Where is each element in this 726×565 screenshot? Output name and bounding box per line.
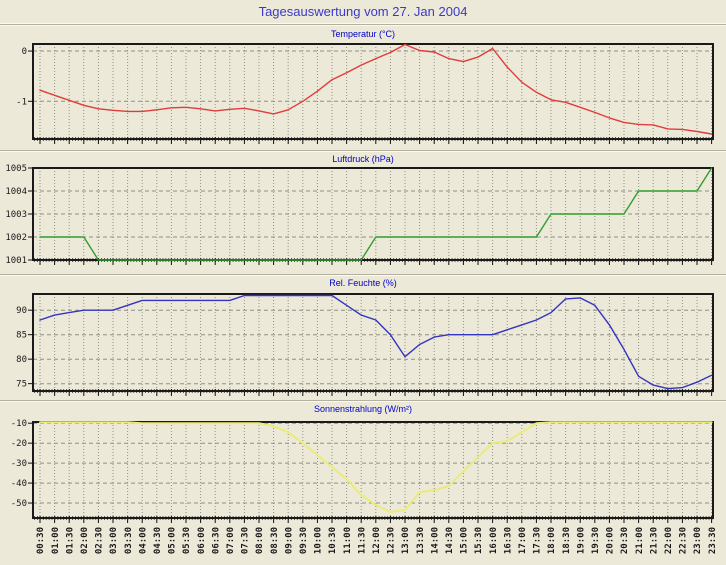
x-tick-label: 16:00 <box>489 527 499 554</box>
x-tick-label: 19:30 <box>591 527 601 554</box>
y-tick-label: -50 <box>11 499 27 509</box>
feuchte-plot: 90 85 80 75 <box>16 293 714 396</box>
x-tick-label: 21:00 <box>635 527 645 554</box>
x-tick-label: 18:00 <box>547 527 557 554</box>
x-tick-label: 01:00 <box>51 527 61 554</box>
y-tick-label: -40 <box>11 479 27 489</box>
x-tick-label: 01:30 <box>65 527 75 554</box>
x-tick-label: 23:30 <box>708 527 718 554</box>
x-tick-label: 12:00 <box>372 527 382 554</box>
y-tick-label: 80 <box>16 355 27 365</box>
x-tick-label: 22:30 <box>679 527 689 554</box>
x-tick-label: 04:00 <box>138 527 148 554</box>
y-tick-label: 1002 <box>5 233 27 243</box>
y-tick-label: 1001 <box>5 256 27 266</box>
x-tick-label: 17:00 <box>518 527 528 554</box>
x-tick-label: 02:30 <box>95 527 105 554</box>
x-tick-label: 02:00 <box>80 527 90 554</box>
chart-title-luftdruck: Luftdruck (hPa) <box>332 154 394 164</box>
x-tick-label: 23:00 <box>693 527 703 554</box>
y-tick-label: 85 <box>16 331 27 341</box>
chart-title-temperatur: Temperatur (°C) <box>330 29 396 39</box>
chart-section-luftdruck: Luftdruck (hPa) 1005 1004 1003 1002 1001 <box>0 150 726 274</box>
x-tick-label: 15:00 <box>460 527 470 554</box>
y-tick-label: 90 <box>16 306 27 316</box>
x-tick-label: 12:30 <box>387 527 397 554</box>
y-tick-label: -10 <box>11 419 27 429</box>
x-tick-label: 22:00 <box>664 527 674 554</box>
x-tick-label: 11:30 <box>357 527 367 554</box>
y-tick-label: -1 <box>16 97 27 107</box>
x-tick-label: 13:30 <box>416 527 426 554</box>
x-tick-label: 06:00 <box>197 527 207 554</box>
y-tick-label: -20 <box>11 439 27 449</box>
x-tick-label: 10:00 <box>314 527 324 554</box>
sonnenstrahlung-plot: -10 -20 -30 -40 -50 00:30 01:00 01:30 02:00 02:30… <box>11 419 718 554</box>
x-tick-label: 05:00 <box>168 527 178 554</box>
x-tick-label: 14:00 <box>430 527 440 554</box>
x-tick-label: 03:30 <box>124 527 134 554</box>
x-tick-label: 05:30 <box>182 527 192 554</box>
x-tick-label: 11:00 <box>343 527 353 554</box>
x-tick-label: 00:30 <box>36 527 46 554</box>
data-line <box>39 294 713 390</box>
x-tick-label: 06:30 <box>211 527 221 554</box>
y-tick-label: 75 <box>16 380 27 390</box>
chart-section-sonnenstrahlung: Sonnenstrahlung (W/m²) -10 -20 -30 -40 -50 00… <box>0 400 726 564</box>
x-tick-label: 07:00 <box>226 527 236 554</box>
x-tick-label: 07:30 <box>241 527 251 554</box>
x-tick-label: 19:00 <box>576 527 586 554</box>
page-title: Tagesauswertung vom 27. Jan 2004 <box>0 0 726 25</box>
x-tick-label: 08:00 <box>255 527 265 554</box>
x-tick-label: 15:30 <box>474 527 484 554</box>
temperatur-plot: 0 -1 <box>16 43 714 144</box>
x-tick-label: 09:00 <box>284 527 294 554</box>
chart-section-temperatur: Temperatur (°C) 0 -1 <box>0 25 726 150</box>
x-tick-label: 18:30 <box>562 527 572 554</box>
data-line <box>39 421 713 513</box>
data-line <box>39 167 713 261</box>
x-tick-label: 14:30 <box>445 527 455 554</box>
chart-title-feuchte: Rel. Feuchte (%) <box>329 278 397 288</box>
luftdruck-plot: 1005 1004 1003 1002 1001 <box>5 164 714 266</box>
x-tick-label: 16:30 <box>503 527 513 554</box>
x-tick-label: 09:30 <box>299 527 309 554</box>
x-tick-label: 17:30 <box>533 527 543 554</box>
x-tick-label: 04:30 <box>153 527 163 554</box>
x-tick-label: 20:30 <box>620 527 630 554</box>
y-tick-label: -30 <box>11 459 27 469</box>
y-tick-label: 1004 <box>5 187 27 197</box>
chart-section-feuchte: Rel. Feuchte (%) 90 85 80 75 <box>0 274 726 400</box>
data-line <box>39 43 713 135</box>
x-tick-label: 10:30 <box>328 527 338 554</box>
x-tick-label: 21:30 <box>649 527 659 554</box>
y-tick-label: 1003 <box>5 210 27 220</box>
x-tick-label: 03:00 <box>109 527 119 554</box>
chart-title-sonnenstrahlung: Sonnenstrahlung (W/m²) <box>313 404 413 414</box>
x-tick-label: 20:00 <box>606 527 616 554</box>
y-tick-label: 0 <box>22 47 27 57</box>
y-tick-label: 1005 <box>5 164 27 174</box>
x-tick-label: 08:30 <box>270 527 280 554</box>
x-tick-label: 13:00 <box>401 527 411 554</box>
